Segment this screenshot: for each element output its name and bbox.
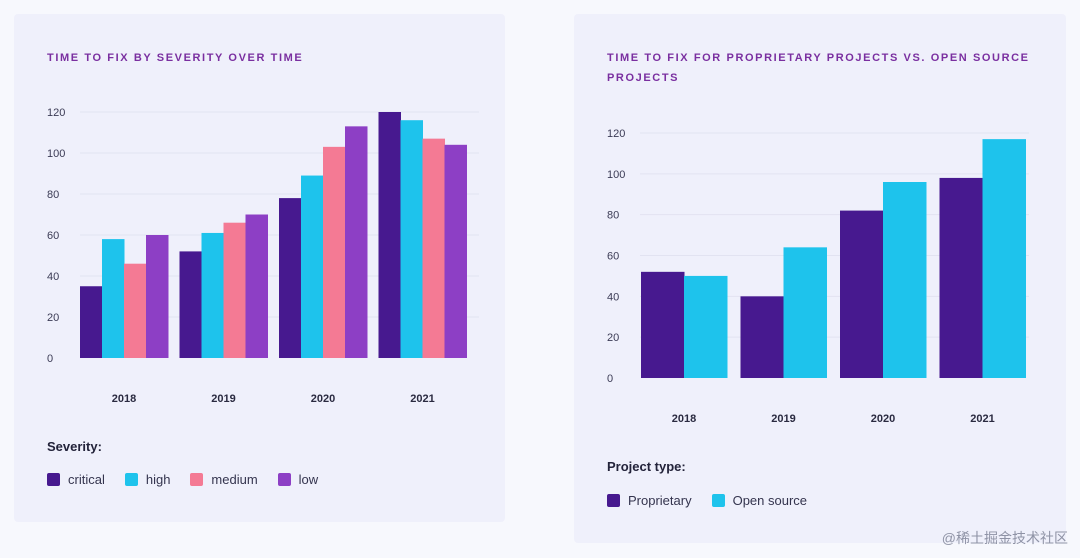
legend-title: Project type: bbox=[607, 459, 686, 474]
legend-label-open-source: Open source bbox=[732, 493, 808, 508]
bar-2020-open-source bbox=[883, 182, 927, 378]
y-tick-label: 120 bbox=[47, 107, 65, 119]
bar-2021-open-source bbox=[982, 139, 1026, 378]
y-tick-label: 40 bbox=[607, 291, 619, 303]
x-category-label: 2018 bbox=[672, 413, 696, 425]
bar-2020-high bbox=[301, 175, 324, 358]
bar-2019-open-source bbox=[783, 247, 827, 378]
y-tick-label: 100 bbox=[607, 169, 625, 181]
bar-2018-high bbox=[102, 239, 125, 358]
legend-swatch-critical bbox=[47, 473, 60, 486]
bar-2020-medium bbox=[323, 146, 346, 358]
legend-title: Severity: bbox=[47, 439, 102, 454]
legend-item-medium: medium bbox=[190, 472, 258, 487]
bar-2021-proprietary bbox=[939, 177, 983, 378]
legend-label-medium: medium bbox=[211, 472, 258, 487]
chart-title: TIME TO FIX FOR PROPRIETARY PROJECTS VS.… bbox=[607, 52, 1030, 84]
x-category-label: 2019 bbox=[211, 393, 235, 405]
legend-item-proprietary: Proprietary bbox=[607, 493, 692, 508]
severity-bar-chart: 0 20 40 60 80 100 120 2018 2019 2020 2021 bbox=[47, 107, 479, 405]
bar-2021-low bbox=[444, 144, 467, 358]
bar-2018-open-source bbox=[684, 275, 728, 378]
y-tick-label: 40 bbox=[47, 271, 59, 283]
legend-swatch-open-source bbox=[711, 494, 725, 507]
legend-label-proprietary: Proprietary bbox=[628, 493, 692, 508]
bar-2020-proprietary bbox=[840, 210, 884, 378]
bar-2019-critical bbox=[179, 251, 202, 358]
bar-2021-critical bbox=[378, 112, 401, 358]
y-tick-label: 20 bbox=[607, 332, 619, 344]
bar-2021-medium bbox=[422, 138, 445, 358]
bar-2018-proprietary bbox=[641, 271, 685, 378]
bar-2021-high bbox=[400, 120, 423, 358]
legend-item-high: high bbox=[124, 472, 171, 487]
y-tick-label: 100 bbox=[47, 148, 65, 160]
severity-chart-card: TIME TO FIX BY SEVERITY OVER TIME 0 20 40 6… bbox=[14, 14, 505, 522]
x-category-label: 2021 bbox=[410, 393, 434, 405]
legend-swatch-high bbox=[124, 473, 138, 486]
bar-2019-proprietary bbox=[740, 296, 784, 378]
y-tick-label: 80 bbox=[47, 189, 59, 201]
x-category-label: 2018 bbox=[112, 393, 136, 405]
chart-title: TIME TO FIX BY SEVERITY OVER TIME bbox=[47, 52, 304, 64]
legend-item-critical: critical bbox=[47, 472, 105, 487]
bar-2018-medium bbox=[124, 263, 147, 358]
bar-2018-critical bbox=[80, 286, 103, 358]
y-tick-label: 0 bbox=[47, 353, 53, 365]
y-tick-label: 80 bbox=[607, 210, 619, 222]
y-tick-label: 20 bbox=[47, 312, 59, 324]
y-tick-label: 60 bbox=[47, 230, 59, 242]
legend-item-low: low bbox=[277, 472, 319, 487]
bar-2019-low bbox=[245, 214, 268, 358]
x-category-label: 2019 bbox=[771, 413, 795, 425]
legend-swatch-medium bbox=[190, 473, 204, 486]
bar-2020-low bbox=[345, 126, 368, 358]
y-tick-label: 0 bbox=[607, 373, 613, 385]
project-type-bar-chart: 0 20 40 60 80 100 120 2018 2019 2020 2021 bbox=[607, 128, 1029, 425]
y-tick-label: 60 bbox=[607, 251, 619, 263]
legend-label-critical: critical bbox=[68, 472, 105, 487]
y-tick-label: 120 bbox=[607, 128, 625, 140]
project-type-legend: Proprietary Open source bbox=[607, 493, 827, 508]
x-category-label: 2021 bbox=[970, 413, 994, 425]
legend-label-high: high bbox=[145, 472, 171, 487]
watermark: @稀土掘金技术社区 bbox=[941, 530, 1068, 546]
project-type-chart-card: TIME TO FIX FOR PROPRIETARY PROJECTS VS.… bbox=[574, 14, 1066, 543]
legend-swatch-low bbox=[277, 473, 291, 486]
legend-label-low: low bbox=[298, 472, 319, 487]
legend-item-open-source: Open source bbox=[711, 493, 808, 508]
x-category-label: 2020 bbox=[311, 393, 335, 405]
severity-legend: critical high medium low bbox=[47, 472, 338, 487]
bar-2020-critical bbox=[279, 198, 302, 358]
bar-2018-low bbox=[146, 235, 169, 358]
bar-2019-high bbox=[201, 232, 224, 358]
legend-swatch-proprietary bbox=[607, 494, 620, 507]
x-category-label: 2020 bbox=[871, 413, 895, 425]
bar-2019-medium bbox=[223, 222, 246, 358]
